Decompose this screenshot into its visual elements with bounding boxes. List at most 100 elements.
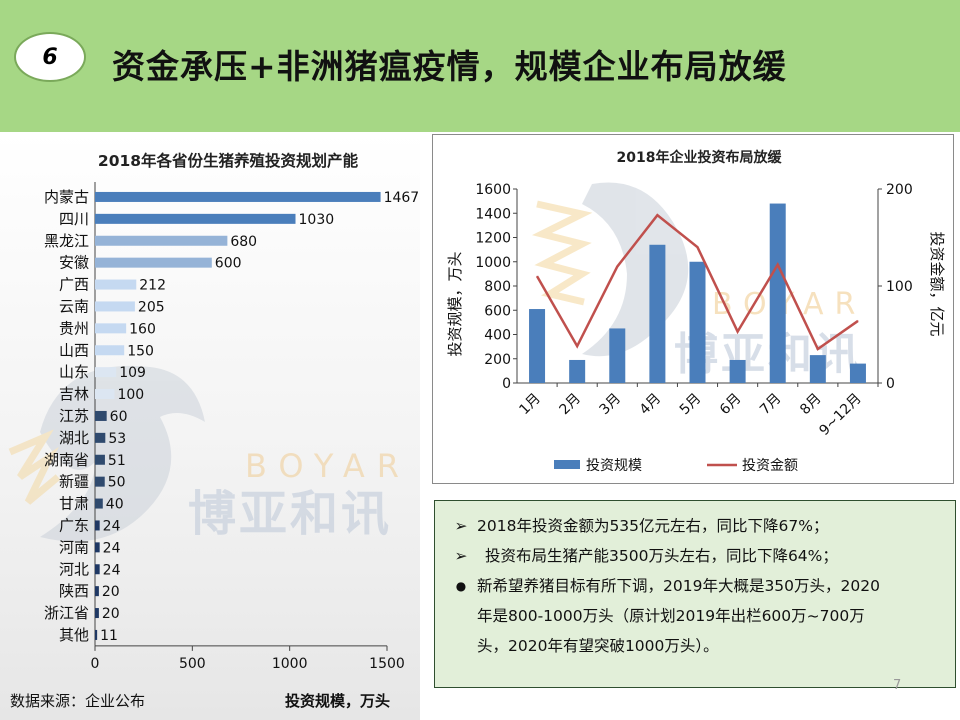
y-left-tick-label: 1000 [475, 255, 511, 271]
page-title: 资金承压+非洲猪瘟疫情，规模企业布局放缓 [112, 47, 787, 86]
bar [95, 257, 212, 268]
note-item-2: ➢ 投资布局生猪产能3500万头左右，同比下降64%； [447, 541, 943, 571]
line-point [536, 275, 538, 277]
data-label: 680 [230, 234, 257, 250]
y-left-tick-label: 0 [502, 376, 511, 392]
y-axis-right-label: 投资金额，亿元 [928, 231, 946, 336]
bar [769, 203, 786, 383]
sun-rays-shape [531, 200, 593, 306]
category-label: 陕西 [59, 582, 89, 600]
category-label: 广西 [59, 276, 89, 294]
bar [729, 359, 746, 383]
watermark-cn: 博亚和讯 [188, 486, 392, 542]
bar [95, 235, 228, 246]
data-label: 600 [215, 256, 242, 272]
watermark-logo-left: BOYAR 博亚和讯 [8, 365, 411, 542]
dot-bullet-icon: ● [455, 579, 467, 593]
x-tick-label: 2月 [556, 391, 584, 419]
category-label: 河南 [59, 538, 89, 556]
category-label: 其他 [59, 626, 89, 644]
legend-bar-label: 投资规模 [586, 458, 642, 474]
note-item-3: ● 新希望养猪目标有所下调，2019年大概是350万头，2020 年是800-1… [447, 571, 943, 661]
data-label: 20 [102, 606, 120, 622]
category-label: 湖南省 [44, 451, 89, 469]
bar [95, 520, 100, 531]
bar [95, 476, 105, 487]
bar [95, 454, 105, 465]
category-label: 云南 [59, 297, 89, 315]
watermark-en: BOYAR [245, 447, 411, 485]
category-label: 江苏 [59, 407, 89, 425]
y-axis-left-label: 投资规模，万头 [446, 251, 464, 356]
bar [849, 363, 866, 383]
y-left-tick-label: 600 [484, 303, 511, 319]
line-point [616, 266, 618, 268]
bar [95, 608, 99, 619]
bar [95, 367, 117, 378]
x-tick-label: 1500 [369, 656, 405, 672]
category-label: 湖北 [59, 429, 89, 447]
line-point [737, 331, 739, 333]
data-label: 60 [110, 409, 128, 425]
category-label: 山东 [59, 363, 89, 381]
data-label: 109 [119, 365, 146, 381]
category-label: 广东 [59, 516, 89, 534]
line-point [817, 348, 819, 350]
page-number: 7 [893, 678, 902, 693]
y-right-tick-label: 0 [886, 376, 895, 392]
note-item-1: ➢ 2018年投资金额为535亿元左右，同比下降67%； [447, 511, 943, 541]
section-number-badge: 6 [14, 32, 86, 82]
arrow-bullet-icon: ➢ [454, 547, 468, 565]
x-tick-label: 1000 [272, 656, 308, 672]
notes-box: ➢ 2018年投资金额为535亿元左右，同比下降67%； ➢ 投资布局生猪产能3… [434, 500, 956, 688]
bird-logo-shape [582, 182, 689, 357]
section-number: 6 [42, 44, 58, 70]
legend: 投资规模 投资金额 [554, 458, 798, 474]
y-left-tick-label: 1600 [475, 182, 511, 198]
bar [95, 323, 127, 334]
note-line: 新希望养猪目标有所下调，2019年大概是350万头，2020 [477, 577, 880, 595]
bar [95, 498, 103, 509]
data-label: 53 [108, 431, 126, 447]
note-line: 头，2020年有望突破1000万头）。 [477, 637, 719, 655]
bar [95, 542, 100, 553]
chart-body: 0 500 1000 1500 内蒙古 1467 四川 1030 黑龙江 680 安徽 600 广西 21… [44, 182, 419, 672]
category-label: 四川 [59, 210, 89, 228]
bar [609, 328, 626, 383]
note-text: 2018年投资金额为535亿元左右，同比下降67%； [477, 517, 829, 535]
bar [529, 309, 546, 383]
bar [95, 301, 135, 312]
data-label: 212 [139, 278, 166, 294]
x-tick-label: 6月 [717, 391, 745, 419]
y-right-tick-label: 100 [886, 279, 913, 295]
y-left-tick-label: 200 [484, 352, 511, 368]
line-point [697, 246, 698, 248]
bar [569, 359, 586, 383]
category-label: 河北 [59, 560, 89, 578]
data-label: 24 [103, 540, 121, 556]
y-left-tick-label: 800 [484, 279, 511, 295]
arrow-bullet-icon: ➢ [454, 517, 468, 535]
bar [689, 261, 706, 383]
category-label: 山西 [59, 341, 89, 359]
category-label: 浙江省 [44, 604, 89, 622]
bar [95, 191, 381, 202]
category-label: 内蒙古 [44, 188, 89, 206]
bar [95, 345, 125, 356]
bar [95, 564, 100, 575]
x-tick-label: 1月 [516, 391, 544, 419]
category-label: 甘肃 [59, 495, 89, 513]
line-point [777, 264, 779, 266]
data-label: 150 [127, 343, 154, 359]
category-label: 新疆 [59, 473, 89, 491]
x-tick-label: 0 [91, 656, 100, 672]
data-label: 11 [100, 628, 118, 644]
y-left-tick-label: 1200 [475, 231, 511, 247]
category-label: 贵州 [59, 319, 89, 337]
bar [95, 279, 137, 290]
x-axis-label: 投资规模，万头 [285, 692, 391, 710]
x-tick-label: 3月 [597, 391, 625, 419]
line-point [656, 214, 658, 216]
data-label: 24 [103, 562, 121, 578]
data-label: 24 [103, 518, 121, 534]
